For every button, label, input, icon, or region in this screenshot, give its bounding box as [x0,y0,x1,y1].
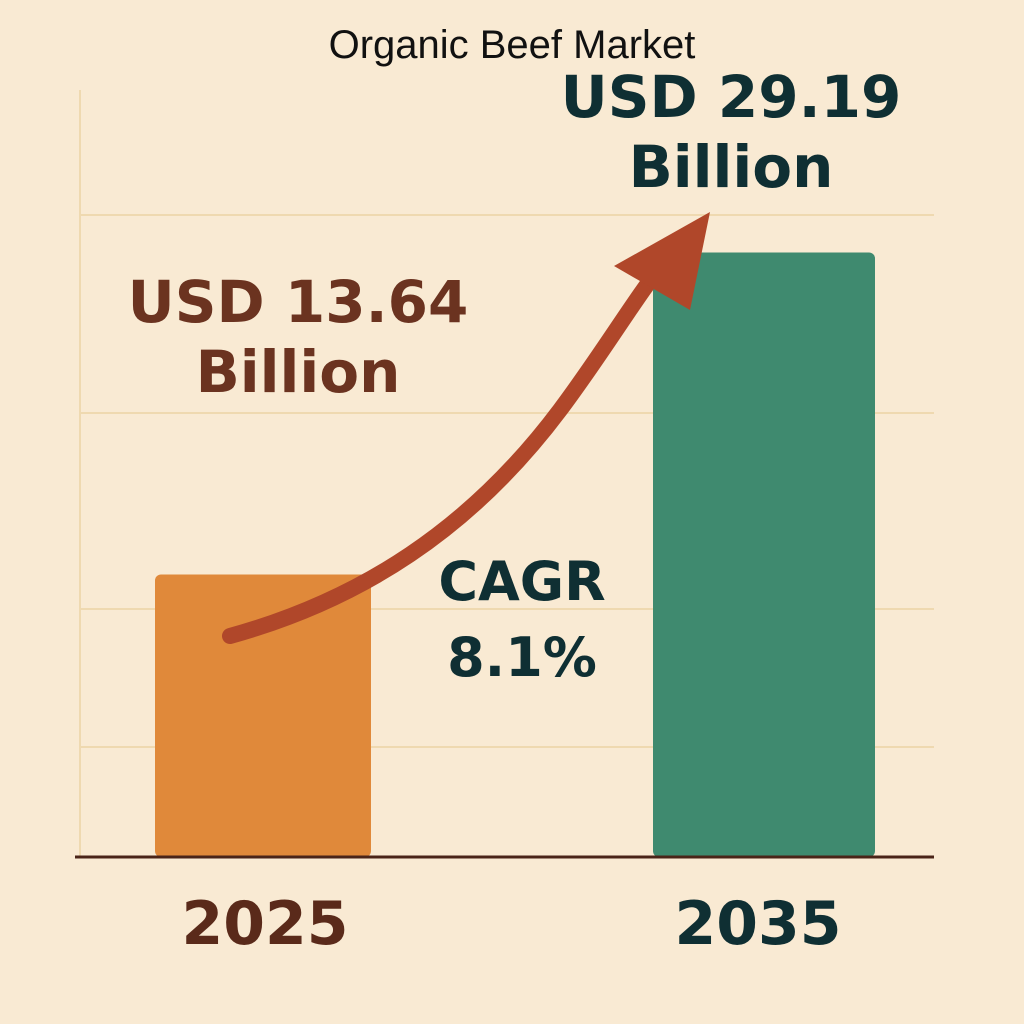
cagr-annotation: CAGR 8.1% [438,550,605,689]
bar-2035 [653,252,875,858]
cagr-value: 8.1% [447,626,597,689]
bar-2025 [155,574,371,857]
chart-title: Organic Beef Market [329,23,696,67]
value-label-amount: USD 13.64 [128,268,469,336]
value-label-amount: USD 29.19 [561,63,902,131]
bars [155,252,875,858]
x-tick-label-2025: 2025 [182,889,349,959]
axes [75,90,934,859]
value-label-unit: Billion [629,133,834,201]
x-tick-labels: 2025 2035 [182,889,842,959]
growth-arrow-shaft [222,247,678,644]
cagr-label: CAGR [438,550,605,613]
value-label-unit: Billion [196,338,401,406]
growth-arrow-group [222,212,710,644]
x-tick-label-2035: 2035 [675,889,842,959]
growth-arrow-head [614,212,710,310]
